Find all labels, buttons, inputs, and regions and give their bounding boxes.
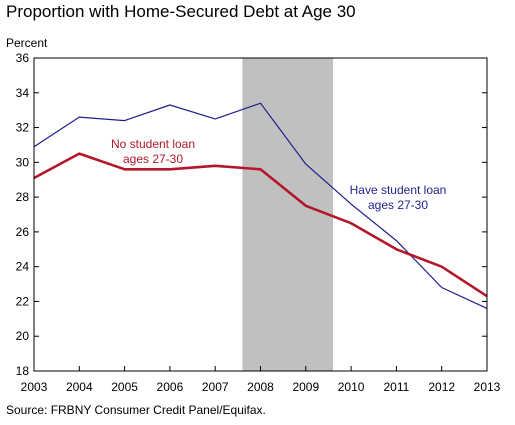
series-annotation-line: ages 27-30 (123, 152, 183, 166)
x-tick-label: 2004 (66, 380, 93, 394)
y-tick-label: 26 (16, 225, 30, 239)
x-tick-label: 2003 (21, 380, 48, 394)
series-annotation: No student loan ages 27-30 (111, 137, 195, 166)
y-tick-label: 32 (16, 121, 30, 135)
series-lines-layer (33, 102, 488, 309)
x-tick-label: 2005 (111, 380, 138, 394)
x-tick-label: 2012 (428, 380, 455, 394)
y-axis-unit-label: Percent (6, 36, 48, 50)
y-tick-label: 34 (16, 86, 30, 100)
x-tick-label: 2007 (202, 380, 229, 394)
y-tick-label: 36 (16, 51, 30, 65)
series-annotation-line: ages 27-30 (368, 198, 428, 212)
recession-shading (242, 58, 333, 371)
x-tick-label: 2008 (247, 380, 274, 394)
chart-title: Proportion with Home-Secured Debt at Age… (6, 2, 356, 21)
y-tick-label: 18 (16, 364, 30, 378)
plot-area-frame (33, 57, 488, 372)
x-tick-label: 2009 (292, 380, 319, 394)
series-annotation: Have student loan ages 27-30 (350, 183, 447, 212)
source-note: Source: FRBNY Consumer Credit Panel/Equi… (6, 403, 266, 417)
series-annotation-line: No student loan (111, 137, 195, 151)
tick-labels-layer: 18 20 22 24 26 28 30 32 34 36 2003 2004 2005 2006 2007… (16, 51, 501, 394)
y-tick-label: 28 (16, 190, 30, 204)
y-tick-label: 20 (16, 329, 30, 343)
x-tick-label: 2011 (383, 380, 409, 394)
x-tick-label: 2006 (157, 380, 184, 394)
y-tick-label: 22 (16, 294, 30, 308)
series-annotation-line: Have student loan (350, 183, 447, 197)
x-tick-label: 2013 (474, 380, 501, 394)
series-line-no-student-loan (33, 152, 488, 298)
recession-shading-layer (242, 58, 333, 371)
x-tick-label: 2010 (338, 380, 365, 394)
y-tick-label: 24 (16, 260, 30, 274)
y-tick-label: 30 (16, 155, 30, 169)
